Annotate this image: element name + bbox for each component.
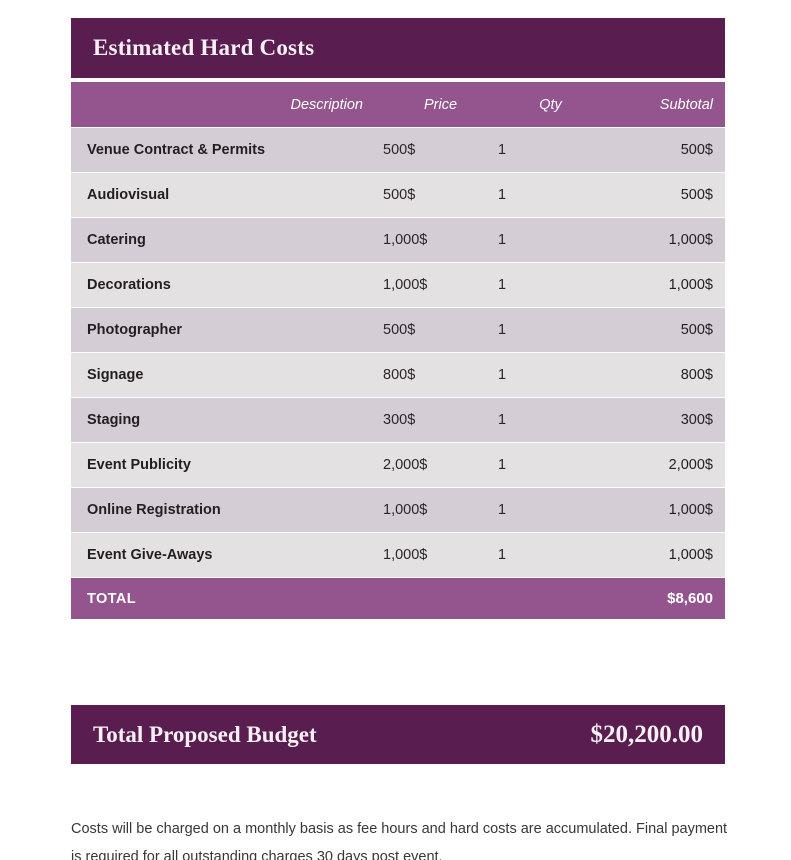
cell-description: Photographer [87, 322, 183, 338]
cell-description: Online Registration [87, 502, 221, 518]
cell-price: 500$ [383, 187, 416, 203]
cell-price: 1,000$ [383, 232, 428, 248]
cell-subtotal: 1,000$ [668, 277, 713, 293]
column-header-price: Price [423, 96, 458, 113]
cell-subtotal: 1,000$ [668, 232, 713, 248]
cell-subtotal: 2,000$ [668, 457, 713, 473]
cell-description: Decorations [87, 277, 171, 293]
total-proposed-budget-label: Total Proposed Budget [93, 721, 317, 747]
cell-subtotal: 1,000$ [668, 502, 713, 518]
cell-subtotal: 1,000$ [668, 547, 713, 563]
cell-description: Staging [87, 412, 141, 428]
payment-terms-note: Costs will be charged on a monthly basis… [71, 820, 728, 860]
cell-description: Signage [87, 367, 144, 383]
cell-description: Event Publicity [87, 457, 191, 473]
cell-description: Event Give-Aways [87, 547, 213, 563]
cell-description: Catering [87, 232, 146, 248]
total-proposed-budget-amount: $20,200.00 [590, 720, 704, 748]
cell-qty: 1 [498, 547, 507, 563]
table-row: Online Registration 1,000$ 1 1,000$ [71, 488, 725, 532]
cell-subtotal: 500$ [680, 322, 713, 338]
hard-costs-title-bar: Estimated Hard Costs [71, 18, 725, 78]
cell-qty: 1 [498, 322, 507, 338]
table-row: Staging 300$ 1 300$ [71, 398, 725, 442]
table-row: Photographer 500$ 1 500$ [71, 308, 725, 352]
table-row: Audiovisual 500$ 1 500$ [71, 173, 725, 217]
table-total-row: TOTAL $8,600 [71, 578, 725, 619]
total-proposed-budget-banner: Total Proposed Budget $20,200.00 [71, 705, 725, 764]
cell-qty: 1 [498, 277, 507, 293]
cell-price: 2,000$ [383, 457, 428, 473]
cell-price: 800$ [383, 367, 416, 383]
cell-description: Venue Contract & Permits [87, 142, 266, 158]
hard-costs-title: Estimated Hard Costs [93, 35, 315, 60]
cell-price: 1,000$ [383, 502, 428, 518]
cell-price: 1,000$ [383, 547, 428, 563]
table-row: Event Give-Aways 1,000$ 1 1,000$ [71, 533, 725, 577]
column-header-qty: Qty [539, 96, 562, 113]
total-amount: $8,600 [667, 590, 713, 607]
cell-qty: 1 [498, 502, 507, 518]
cell-qty: 1 [498, 412, 507, 428]
cell-qty: 1 [498, 367, 507, 383]
cell-qty: 1 [498, 142, 507, 158]
table-row: Catering 1,000$ 1 1,000$ [71, 218, 725, 262]
cell-qty: 1 [498, 232, 507, 248]
cell-price: 1,000$ [383, 277, 428, 293]
cell-qty: 1 [498, 187, 507, 203]
cell-subtotal: 800$ [680, 367, 713, 383]
column-header-description: Description [290, 96, 363, 113]
hard-costs-table: Estimated Hard Costs Description Price Q… [71, 18, 725, 619]
table-column-headers: Description Price Qty Subtotal [71, 82, 725, 127]
table-row: Venue Contract & Permits 500$ 1 500$ [71, 128, 725, 172]
table-row: Event Publicity 2,000$ 1 2,000$ [71, 443, 725, 487]
cell-subtotal: 500$ [680, 142, 713, 158]
total-label: TOTAL [87, 590, 136, 607]
cell-subtotal: 300$ [680, 412, 713, 428]
cell-price: 300$ [383, 412, 416, 428]
cell-price: 500$ [383, 142, 416, 158]
cell-description: Audiovisual [87, 187, 170, 203]
cell-price: 500$ [383, 322, 416, 338]
cell-qty: 1 [498, 457, 507, 473]
table-row: Decorations 1,000$ 1 1,000$ [71, 263, 725, 307]
column-header-subtotal: Subtotal [659, 96, 713, 113]
cell-subtotal: 500$ [680, 187, 713, 203]
table-row: Signage 800$ 1 800$ [71, 353, 725, 397]
